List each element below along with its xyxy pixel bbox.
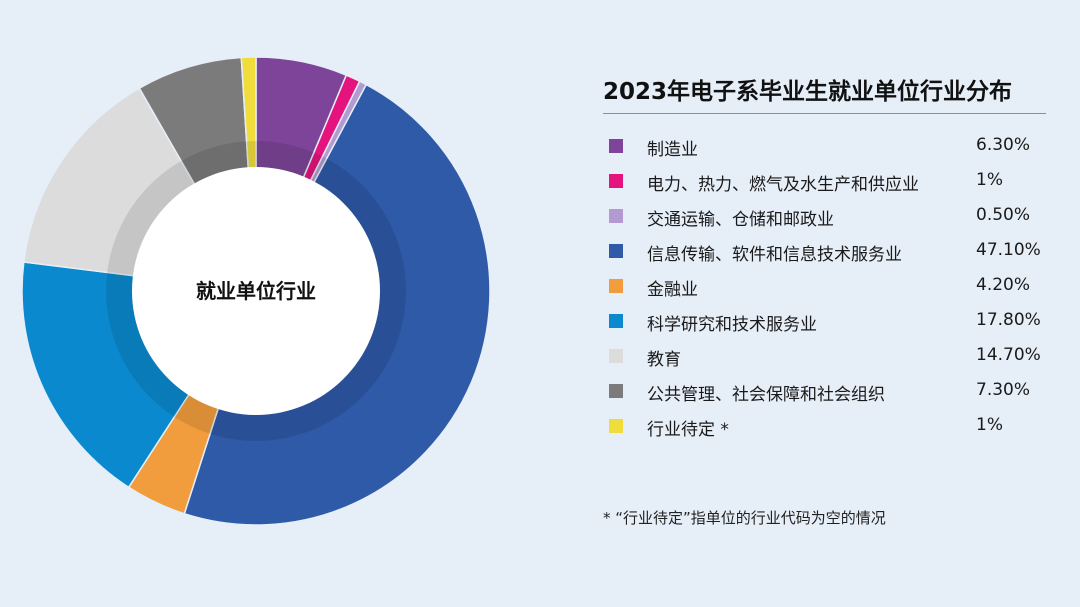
donut-hole <box>132 167 380 415</box>
legend-value: 1% <box>976 415 1003 435</box>
legend-value: 1% <box>976 170 1003 190</box>
legend-label: 公共管理、社会保障和社会组织 <box>647 385 885 405</box>
legend-label: 信息传输、软件和信息技术服务业 <box>647 245 902 265</box>
legend-swatch <box>609 419 623 433</box>
legend-label: 行业待定 * <box>647 420 729 440</box>
legend-value: 17.80% <box>976 310 1041 330</box>
legend-item: 教育 14.70% <box>606 339 1046 374</box>
legend-value: 7.30% <box>976 380 1031 400</box>
legend-item: 电力、热力、燃气及水生产和供应业 1% <box>606 164 1046 199</box>
legend-label: 科学研究和技术服务业 <box>647 315 817 335</box>
legend-item: 科学研究和技术服务业 17.80% <box>606 304 1046 339</box>
legend-item: 行业待定 * 1% <box>606 409 1046 444</box>
legend-swatch <box>609 279 623 293</box>
legend-value: 47.10% <box>976 240 1041 260</box>
donut-center-label: 就业单位行业 <box>196 279 316 303</box>
legend-swatch <box>609 174 623 188</box>
donut-chart <box>21 56 491 526</box>
legend-label: 交通运输、仓储和邮政业 <box>647 210 834 230</box>
legend-swatch <box>609 349 623 363</box>
legend-value: 4.20% <box>976 275 1031 295</box>
legend-item: 信息传输、软件和信息技术服务业 47.10% <box>606 234 1046 269</box>
legend-item: 制造业 6.30% <box>606 129 1046 164</box>
legend: 制造业 6.30% 电力、热力、燃气及水生产和供应业 1% 交通运输、仓储和邮政业 0.5… <box>606 129 1046 444</box>
legend-swatch <box>609 244 623 258</box>
chart-title: 2023年电子系毕业生就业单位行业分布 <box>603 79 1013 105</box>
legend-item: 交通运输、仓储和邮政业 0.50% <box>606 199 1046 234</box>
legend-value: 0.50% <box>976 205 1031 225</box>
legend-label: 教育 <box>647 350 681 370</box>
title-divider <box>603 113 1046 114</box>
legend-label: 电力、热力、燃气及水生产和供应业 <box>647 175 919 195</box>
legend-value: 6.30% <box>976 135 1031 155</box>
legend-swatch <box>609 314 623 328</box>
legend-swatch <box>609 139 623 153</box>
legend-swatch <box>609 384 623 398</box>
legend-item: 公共管理、社会保障和社会组织 7.30% <box>606 374 1046 409</box>
legend-swatch <box>609 209 623 223</box>
legend-value: 14.70% <box>976 345 1041 365</box>
legend-item: 金融业 4.20% <box>606 269 1046 304</box>
legend-label: 制造业 <box>647 140 698 160</box>
legend-label: 金融业 <box>647 280 698 300</box>
footnote: * “行业待定”指单位的行业代码为空的情况 <box>603 509 886 527</box>
